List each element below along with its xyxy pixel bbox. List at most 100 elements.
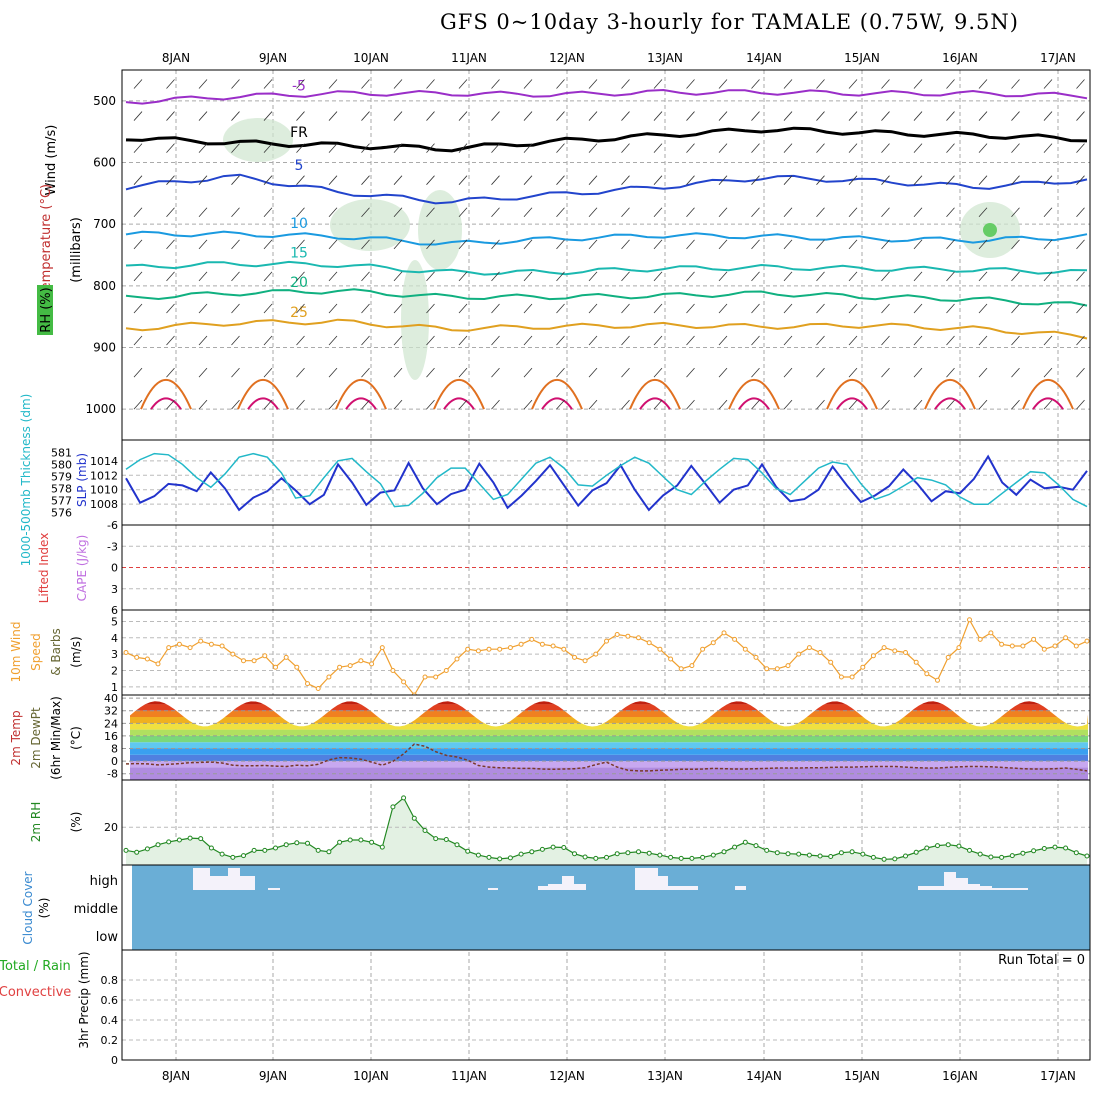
wind-barb: [1043, 143, 1053, 153]
wind-barb: [783, 111, 793, 121]
wind-barb: [328, 399, 338, 410]
wind-barb: [523, 207, 533, 218]
wind-barb: [361, 399, 370, 410]
wind-barb: [328, 239, 338, 250]
wind-speed-marker: [422, 674, 428, 680]
wind-speed-marker: [785, 663, 791, 669]
y-axis-label: 2m RH: [29, 802, 43, 843]
wind-barb: [393, 399, 403, 410]
wind-barb: [978, 175, 988, 185]
wind-barb: [361, 143, 370, 153]
wind-barb: [458, 111, 468, 121]
wind-barb: [361, 239, 370, 250]
wind-barb: [198, 367, 208, 378]
wind-barb: [263, 399, 273, 410]
wind-tick: 3: [111, 648, 118, 661]
rh-marker: [166, 839, 172, 845]
wind-barb: [458, 303, 468, 314]
wind-speed-marker: [497, 646, 503, 652]
wind-barb: [848, 207, 858, 218]
wind-barb: [653, 335, 663, 346]
wind-speed-marker: [935, 677, 940, 683]
wind-barb: [166, 143, 175, 153]
rh-marker: [433, 836, 439, 842]
wind-barb: [783, 335, 793, 346]
y-axis-label: Total / Rain: [0, 959, 71, 974]
wind-speed-marker: [507, 645, 513, 651]
wind-barb: [1043, 303, 1053, 314]
wind-barb: [751, 175, 760, 185]
wind-barb: [166, 367, 175, 378]
rh-marker: [401, 795, 407, 801]
wind-barb: [978, 239, 988, 250]
wind-barb: [393, 367, 403, 378]
rh-marker: [870, 854, 876, 860]
rh-marker: [507, 855, 513, 861]
rh-marker: [230, 854, 236, 860]
rh-marker: [817, 853, 823, 859]
rh-marker: [721, 849, 727, 855]
wind-speed-marker: [486, 646, 492, 652]
pressure-tick: 700: [93, 217, 116, 231]
wind-barb: [491, 79, 500, 89]
date-label-bottom: 12JAN: [549, 1069, 585, 1083]
wind-barb: [588, 207, 598, 218]
wind-barb: [231, 335, 240, 346]
wind-barb: [751, 367, 760, 378]
rh-marker: [732, 844, 738, 850]
wind-barb: [361, 111, 370, 121]
wind-barb: [881, 335, 890, 346]
slp-tick: 1014: [90, 455, 118, 468]
wind-barb: [458, 175, 468, 185]
rh-marker: [614, 851, 620, 857]
wind-barb: [588, 399, 598, 410]
wind-speed-marker: [1084, 638, 1090, 644]
wind-speed-marker: [1009, 643, 1015, 649]
wind-barb: [1011, 239, 1020, 250]
wind-barb: [1076, 239, 1085, 250]
wind-barb: [1076, 335, 1085, 346]
wind-speed-marker: [123, 650, 129, 655]
wind-speed-marker: [860, 664, 866, 670]
wind-speed-marker: [1063, 635, 1069, 641]
rh-marker: [646, 850, 652, 856]
y-axis-label: Lifted Index: [37, 533, 51, 604]
rh-marker: [305, 840, 310, 846]
wind-barb: [913, 335, 923, 346]
wind-speed-marker: [838, 674, 844, 680]
pressure-tick: 600: [93, 156, 116, 170]
isotherm-FR: [125, 126, 1088, 153]
wind-barb: [263, 303, 273, 314]
temp-tick: 40: [104, 692, 118, 705]
cloud-high-bar: [574, 884, 586, 890]
wind-barb: [1011, 367, 1020, 378]
wind-speed-marker: [721, 630, 727, 636]
wind-barb: [198, 303, 208, 314]
wind-barb: [1076, 143, 1085, 153]
wind-speed-marker: [561, 646, 567, 652]
wind-barb: [133, 303, 143, 314]
rh-marker: [465, 848, 471, 854]
isotherm-25: [125, 318, 1088, 340]
isotherm-30-loop: [433, 379, 485, 410]
wind-barb: [978, 111, 988, 121]
wind-barb: [491, 303, 500, 314]
wind-barb: [523, 367, 533, 378]
wind-barb: [328, 335, 338, 346]
wind-barb: [1076, 207, 1085, 218]
wind-barb: [198, 399, 208, 410]
pressure-tick: 500: [93, 94, 116, 108]
wind-speed-marker: [967, 617, 972, 623]
wind-barb: [491, 271, 500, 282]
rh-marker: [1052, 844, 1058, 850]
wind-barb: [556, 335, 565, 346]
rh-marker: [604, 854, 609, 860]
wind-speed-marker: [443, 668, 449, 673]
temp-color-band: [130, 761, 1088, 768]
isotherm-15: [125, 260, 1088, 276]
wind-barb: [426, 335, 435, 346]
wind-barb: [718, 271, 728, 282]
wind-barb: [198, 207, 208, 218]
wind-barb: [361, 207, 370, 218]
wind-barb: [328, 367, 338, 378]
